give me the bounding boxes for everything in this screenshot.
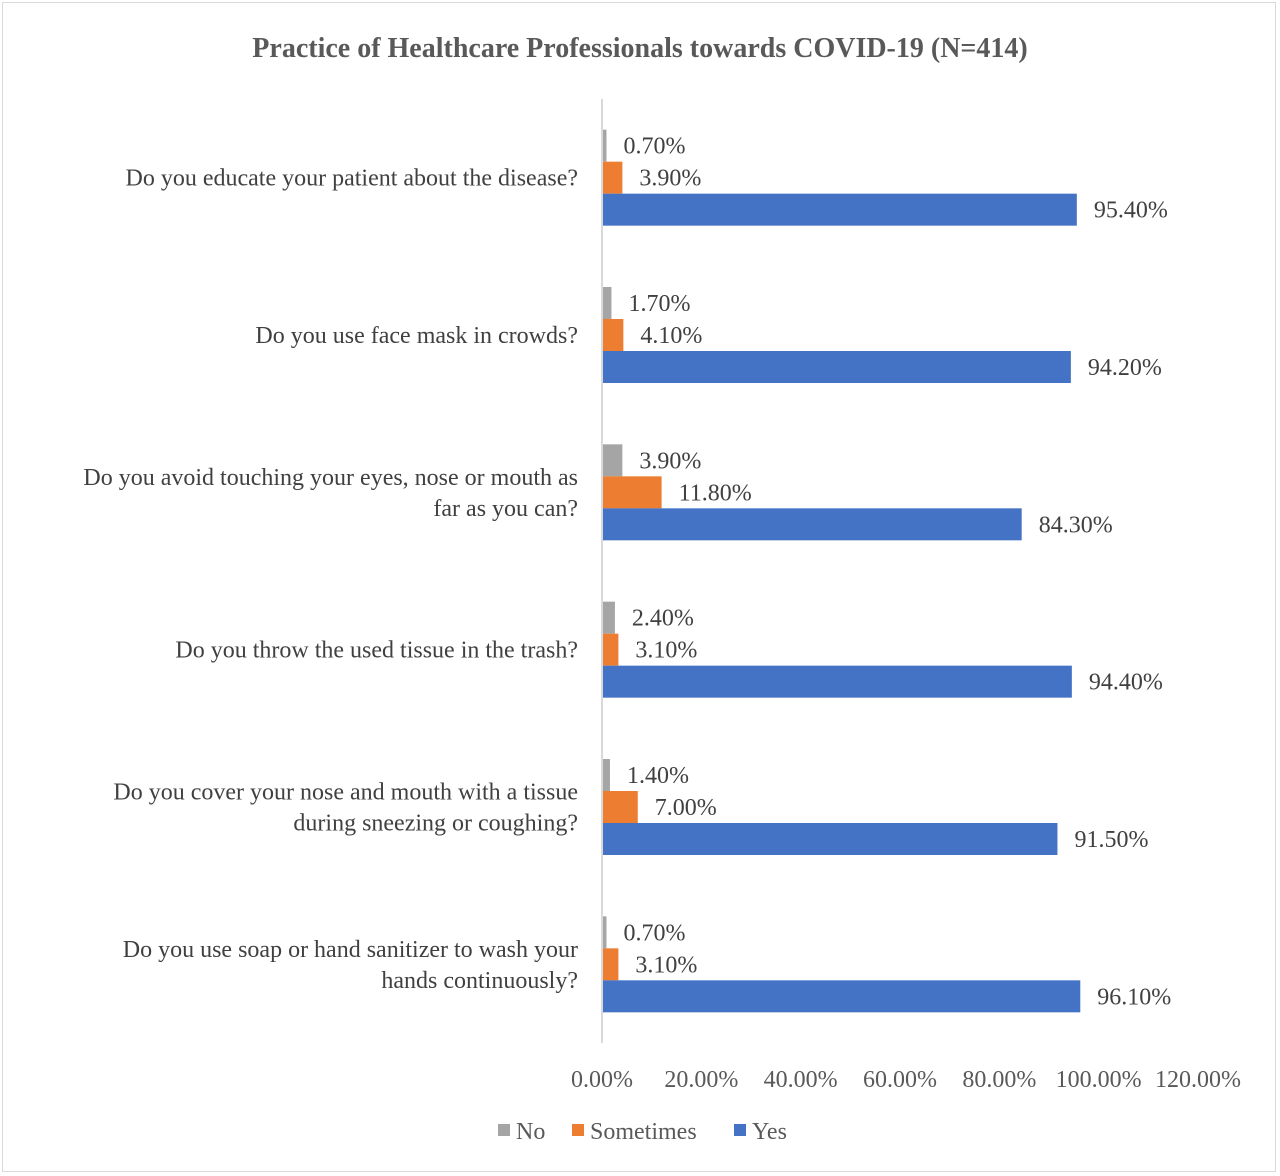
bar-sometimes [603, 476, 662, 509]
data-label-no: 3.90% [639, 448, 701, 474]
category-label-line: Do you avoid touching your eyes, nose or… [83, 465, 578, 491]
category-label: Do you cover your nose and mouth with a … [113, 780, 578, 837]
x-tick-label: 80.00% [962, 1067, 1036, 1093]
data-label-no: 1.70% [628, 291, 690, 317]
bar-no [603, 129, 607, 162]
category-label-line: Do you educate your patient about the di… [125, 166, 578, 192]
bar-yes [603, 351, 1071, 383]
x-tick-label: 20.00% [664, 1067, 738, 1093]
legend-swatch-no [498, 1124, 510, 1136]
bar-yes [603, 980, 1081, 1013]
legend-label-no: No [516, 1119, 545, 1145]
data-label-sometimes: 3.10% [635, 638, 697, 664]
x-tick-label: 60.00% [863, 1067, 937, 1093]
data-label-yes: 84.30% [1039, 512, 1113, 538]
bars [603, 129, 1081, 1013]
x-tick-label: 0.00% [571, 1067, 633, 1093]
bar-sometimes [603, 161, 623, 194]
category-label: Do you avoid touching your eyes, nose or… [83, 465, 578, 522]
bar-sometimes [603, 948, 619, 981]
bar-sometimes [603, 633, 619, 666]
legend: No Sometimes Yes [498, 1119, 787, 1145]
bar-yes [603, 665, 1072, 698]
category-label-line: Do you use face mask in crowds? [255, 323, 578, 349]
category-label: Do you throw the used tissue in the tras… [175, 638, 578, 664]
bar-no [603, 759, 610, 791]
category-label-line: hands continuously? [381, 968, 578, 994]
data-label-yes: 91.50% [1074, 827, 1148, 853]
category-label: Do you use face mask in crowds? [255, 323, 578, 349]
bar-no [603, 287, 612, 319]
bar-yes [603, 193, 1077, 226]
data-label-yes: 94.20% [1088, 355, 1162, 381]
data-label-sometimes: 11.80% [679, 480, 752, 506]
data-label-yes: 94.40% [1089, 670, 1163, 696]
x-tick-label: 120.00% [1155, 1067, 1241, 1093]
data-label-sometimes: 4.10% [640, 323, 702, 349]
bar-sometimes [603, 319, 624, 351]
data-label-no: 2.40% [632, 606, 694, 632]
data-label-no: 1.40% [627, 763, 689, 789]
data-label-sometimes: 3.90% [639, 166, 701, 192]
data-label-yes: 96.10% [1097, 984, 1171, 1010]
legend-swatch-yes [734, 1124, 746, 1136]
bar-no [603, 601, 615, 634]
category-label: Do you educate your patient about the di… [125, 166, 578, 192]
bar-yes [603, 508, 1022, 541]
data-label-no: 0.70% [623, 134, 685, 160]
category-label-line: during sneezing or coughing? [293, 811, 578, 837]
category-label: Do you use soap or hand sanitizer to was… [123, 937, 578, 994]
bar-yes [603, 823, 1058, 855]
category-label-line: far as you can? [433, 496, 578, 522]
chart-title: Practice of Healthcare Professionals tow… [252, 33, 1027, 64]
category-label-line: Do you throw the used tissue in the tras… [175, 638, 578, 664]
legend-swatch-sometimes [572, 1124, 584, 1136]
x-tick-label: 100.00% [1056, 1067, 1142, 1093]
data-label-sometimes: 7.00% [655, 795, 717, 821]
legend-label-sometimes: Sometimes [590, 1119, 697, 1145]
category-labels: Do you educate your patient about the di… [83, 166, 578, 994]
x-tick-label: 40.00% [764, 1067, 838, 1093]
data-label-yes: 95.40% [1094, 198, 1168, 224]
bar-no [603, 916, 607, 949]
bar-sometimes [603, 791, 638, 823]
data-label-no: 0.70% [623, 920, 685, 946]
bar-no [603, 444, 623, 477]
x-axis-ticks: 0.00% 20.00% 40.00% 60.00% 80.00% 100.00% 120.… [571, 1067, 1241, 1093]
legend-label-yes: Yes [752, 1119, 787, 1145]
data-label-sometimes: 3.10% [635, 952, 697, 978]
category-label-line: Do you use soap or hand sanitizer to was… [123, 937, 578, 963]
category-label-line: Do you cover your nose and mouth with a … [113, 780, 578, 806]
bar-chart: Practice of Healthcare Professionals tow… [83, 33, 1241, 1145]
data-labels: 0.70% 3.90% 95.40% 1.70% 4.10% 94.20% 3.90% 11.… [623, 134, 1171, 1011]
